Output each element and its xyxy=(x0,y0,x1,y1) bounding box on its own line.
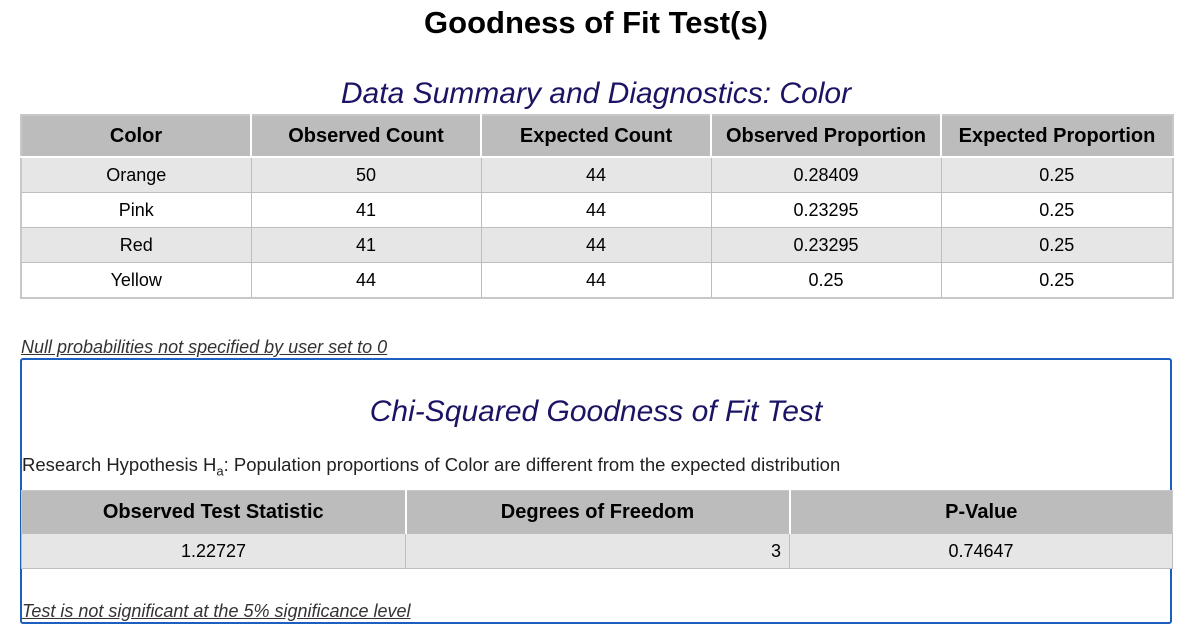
summary-header-row: Color Observed Count Expected Count Obse… xyxy=(21,115,1173,158)
table-cell: 50 xyxy=(250,156,482,193)
column-header-test-statistic: Observed Test Statistic xyxy=(21,490,406,534)
table-cell: 0.25 xyxy=(940,262,1174,299)
table-cell: Yellow xyxy=(20,262,252,299)
hypothesis-subscript: a xyxy=(216,463,224,479)
summary-heading: Data Summary and Diagnostics: Color xyxy=(340,77,852,110)
table-cell: 44 xyxy=(250,262,482,299)
table-row: Red 41 44 0.23295 0.25 xyxy=(20,227,1174,263)
table-cell: 44 xyxy=(480,227,712,263)
column-header-degrees-of-freedom: Degrees of Freedom xyxy=(404,490,790,534)
page-title: Goodness of Fit Test(s) xyxy=(424,5,768,40)
table-cell: Red xyxy=(20,227,252,263)
table-row: 1.22727 3 0.74647 xyxy=(21,533,1173,569)
test-statistic-value: 1.22727 xyxy=(21,533,406,569)
column-header-observed-count: Observed Count xyxy=(250,115,482,158)
table-cell: 44 xyxy=(480,192,712,228)
summary-table: Color Observed Count Expected Count Obse… xyxy=(20,114,1174,299)
table-row: Yellow 44 44 0.25 0.25 xyxy=(20,262,1174,299)
column-header-expected-proportion: Expected Proportion xyxy=(940,115,1173,158)
table-cell: 44 xyxy=(480,262,712,299)
chi-header-row: Observed Test Statistic Degrees of Freed… xyxy=(21,490,1173,534)
table-cell: 41 xyxy=(250,227,482,263)
significance-conclusion-link[interactable]: Test is not significant at the 5% signif… xyxy=(22,601,411,621)
p-value-value: 0.74647 xyxy=(789,533,1173,569)
table-cell: Pink xyxy=(20,192,252,228)
table-row: Orange 50 44 0.28409 0.25 xyxy=(20,156,1174,193)
column-header-color: Color xyxy=(21,115,252,158)
table-cell: 0.25 xyxy=(710,262,942,299)
hypothesis-text: : Population proportions of Color are di… xyxy=(223,454,841,475)
table-cell: 0.25 xyxy=(940,192,1174,228)
table-cell: 44 xyxy=(480,156,712,193)
chi-squared-panel: Chi-Squared Goodness of Fit Test Researc… xyxy=(20,358,1173,624)
table-row: Pink 41 44 0.23295 0.25 xyxy=(20,192,1174,228)
table-cell: 41 xyxy=(250,192,482,228)
table-cell: 0.25 xyxy=(940,156,1174,193)
chi-squared-heading: Chi-Squared Goodness of Fit Test xyxy=(369,395,823,428)
column-header-p-value: P-Value xyxy=(788,490,1173,534)
column-header-expected-count: Expected Count xyxy=(480,115,712,158)
table-cell: 0.28409 xyxy=(710,156,942,193)
column-header-observed-proportion: Observed Proportion xyxy=(710,115,942,158)
table-cell: Orange xyxy=(20,156,252,193)
table-cell: 0.25 xyxy=(940,227,1174,263)
table-cell: 0.23295 xyxy=(710,192,942,228)
degrees-of-freedom-value: 3 xyxy=(405,533,790,569)
chi-squared-table: Observed Test Statistic Degrees of Freed… xyxy=(21,490,1173,569)
null-probabilities-note-link[interactable]: Null probabilities not specified by user… xyxy=(21,337,388,357)
table-cell: 0.23295 xyxy=(710,227,942,263)
research-hypothesis: Research Hypothesis Ha: Population propo… xyxy=(22,454,840,483)
hypothesis-prefix: Research Hypothesis H xyxy=(22,454,217,475)
